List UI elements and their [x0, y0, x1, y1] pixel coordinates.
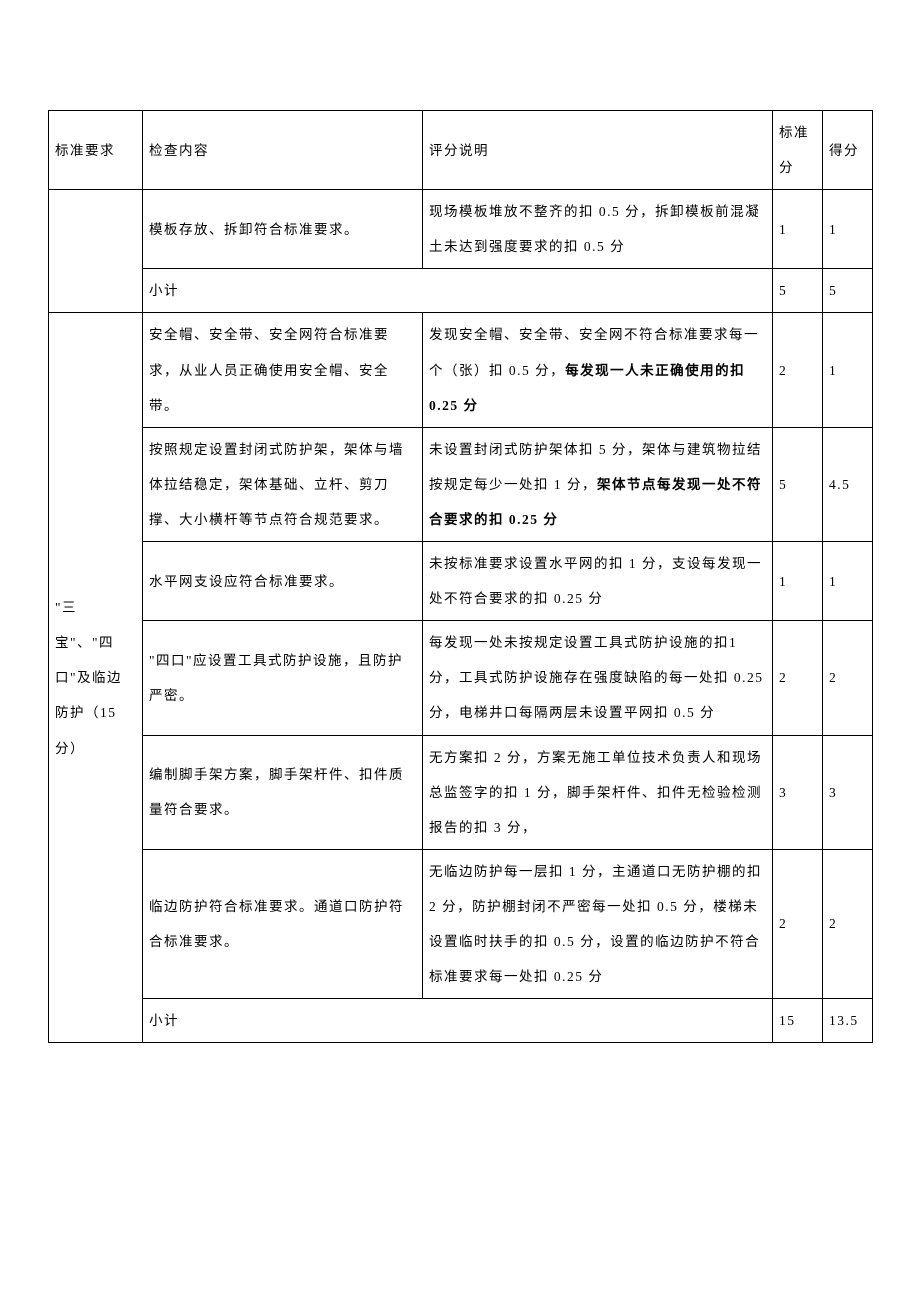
score-cell: 1	[823, 542, 873, 621]
table-row: "三宝"、"四口"及临边防护（15 分） 安全帽、安全带、安全网符合标准要求，从…	[49, 313, 873, 427]
explain-cell: 无临边防护每一层扣 1 分，主通道口无防护棚的扣 2 分，防护棚封闭不严密每一处…	[423, 849, 773, 998]
score-cell: 1	[823, 190, 873, 269]
subtotal-row: 小计 15 13.5	[49, 999, 873, 1043]
table-row: 编制脚手架方案，脚手架杆件、扣件质量符合要求。 无方案扣 2 分，方案无施工单位…	[49, 735, 873, 849]
content-cell: 按照规定设置封闭式防护架，架体与墙体拉结稳定，架体基础、立杆、剪刀撑、大小横杆等…	[143, 427, 423, 541]
subtotal-std: 5	[773, 269, 823, 313]
explain-cell: 发现安全帽、安全带、安全网不符合标准要求每一个（张）扣 0.5 分，每发现一人未…	[423, 313, 773, 427]
content-cell: 临边防护符合标准要求。通道口防护符合标准要求。	[143, 849, 423, 998]
scoring-table: 标准要求 检查内容 评分说明 标准分 得分 模板存放、拆卸符合标准要求。 现场模…	[48, 110, 873, 1043]
score-cell: 1	[823, 313, 873, 427]
header-content: 检查内容	[143, 111, 423, 190]
score-cell: 3	[823, 735, 873, 849]
subtotal-score: 5	[823, 269, 873, 313]
header-requirement: 标准要求	[49, 111, 143, 190]
std-cell: 1	[773, 190, 823, 269]
table-row: 临边防护符合标准要求。通道口防护符合标准要求。 无临边防护每一层扣 1 分，主通…	[49, 849, 873, 998]
table-row: 水平网支设应符合标准要求。 未按标准要求设置水平网的扣 1 分，支设每发现一处不…	[49, 542, 873, 621]
score-cell: 2	[823, 849, 873, 998]
table-row: "四口"应设置工具式防护设施，且防护严密。 每发现一处未按规定设置工具式防护设施…	[49, 621, 873, 735]
subtotal-score: 13.5	[823, 999, 873, 1043]
category-cell	[49, 190, 143, 313]
category-cell: "三宝"、"四口"及临边防护（15 分）	[49, 313, 143, 1043]
header-score: 得分	[823, 111, 873, 190]
explain-cell: 未按标准要求设置水平网的扣 1 分，支设每发现一处不符合要求的扣 0.25 分	[423, 542, 773, 621]
explain-cell: 无方案扣 2 分，方案无施工单位技术负责人和现场总监签字的扣 1 分，脚手架杆件…	[423, 735, 773, 849]
std-cell: 2	[773, 313, 823, 427]
content-cell: 模板存放、拆卸符合标准要求。	[143, 190, 423, 269]
explain-cell: 现场模板堆放不整齐的扣 0.5 分，拆卸模板前混凝土未达到强度要求的扣 0.5 …	[423, 190, 773, 269]
score-cell: 4.5	[823, 427, 873, 541]
explain-cell: 每发现一处未按规定设置工具式防护设施的扣1 分，工具式防护设施存在强度缺陷的每一…	[423, 621, 773, 735]
subtotal-row: 小计 5 5	[49, 269, 873, 313]
header-std: 标准分	[773, 111, 823, 190]
std-cell: 1	[773, 542, 823, 621]
std-cell: 2	[773, 621, 823, 735]
content-cell: 编制脚手架方案，脚手架杆件、扣件质量符合要求。	[143, 735, 423, 849]
std-cell: 5	[773, 427, 823, 541]
std-cell: 2	[773, 849, 823, 998]
table-header-row: 标准要求 检查内容 评分说明 标准分 得分	[49, 111, 873, 190]
header-explain: 评分说明	[423, 111, 773, 190]
subtotal-std: 15	[773, 999, 823, 1043]
table-row: 模板存放、拆卸符合标准要求。 现场模板堆放不整齐的扣 0.5 分，拆卸模板前混凝…	[49, 190, 873, 269]
subtotal-label: 小计	[143, 269, 773, 313]
std-cell: 3	[773, 735, 823, 849]
content-cell: 水平网支设应符合标准要求。	[143, 542, 423, 621]
score-cell: 2	[823, 621, 873, 735]
table-row: 按照规定设置封闭式防护架，架体与墙体拉结稳定，架体基础、立杆、剪刀撑、大小横杆等…	[49, 427, 873, 541]
content-cell: 安全帽、安全带、安全网符合标准要求，从业人员正确使用安全帽、安全带。	[143, 313, 423, 427]
content-cell: "四口"应设置工具式防护设施，且防护严密。	[143, 621, 423, 735]
explain-cell: 未设置封闭式防护架体扣 5 分，架体与建筑物拉结按规定每少一处扣 1 分，架体节…	[423, 427, 773, 541]
subtotal-label: 小计	[143, 999, 773, 1043]
